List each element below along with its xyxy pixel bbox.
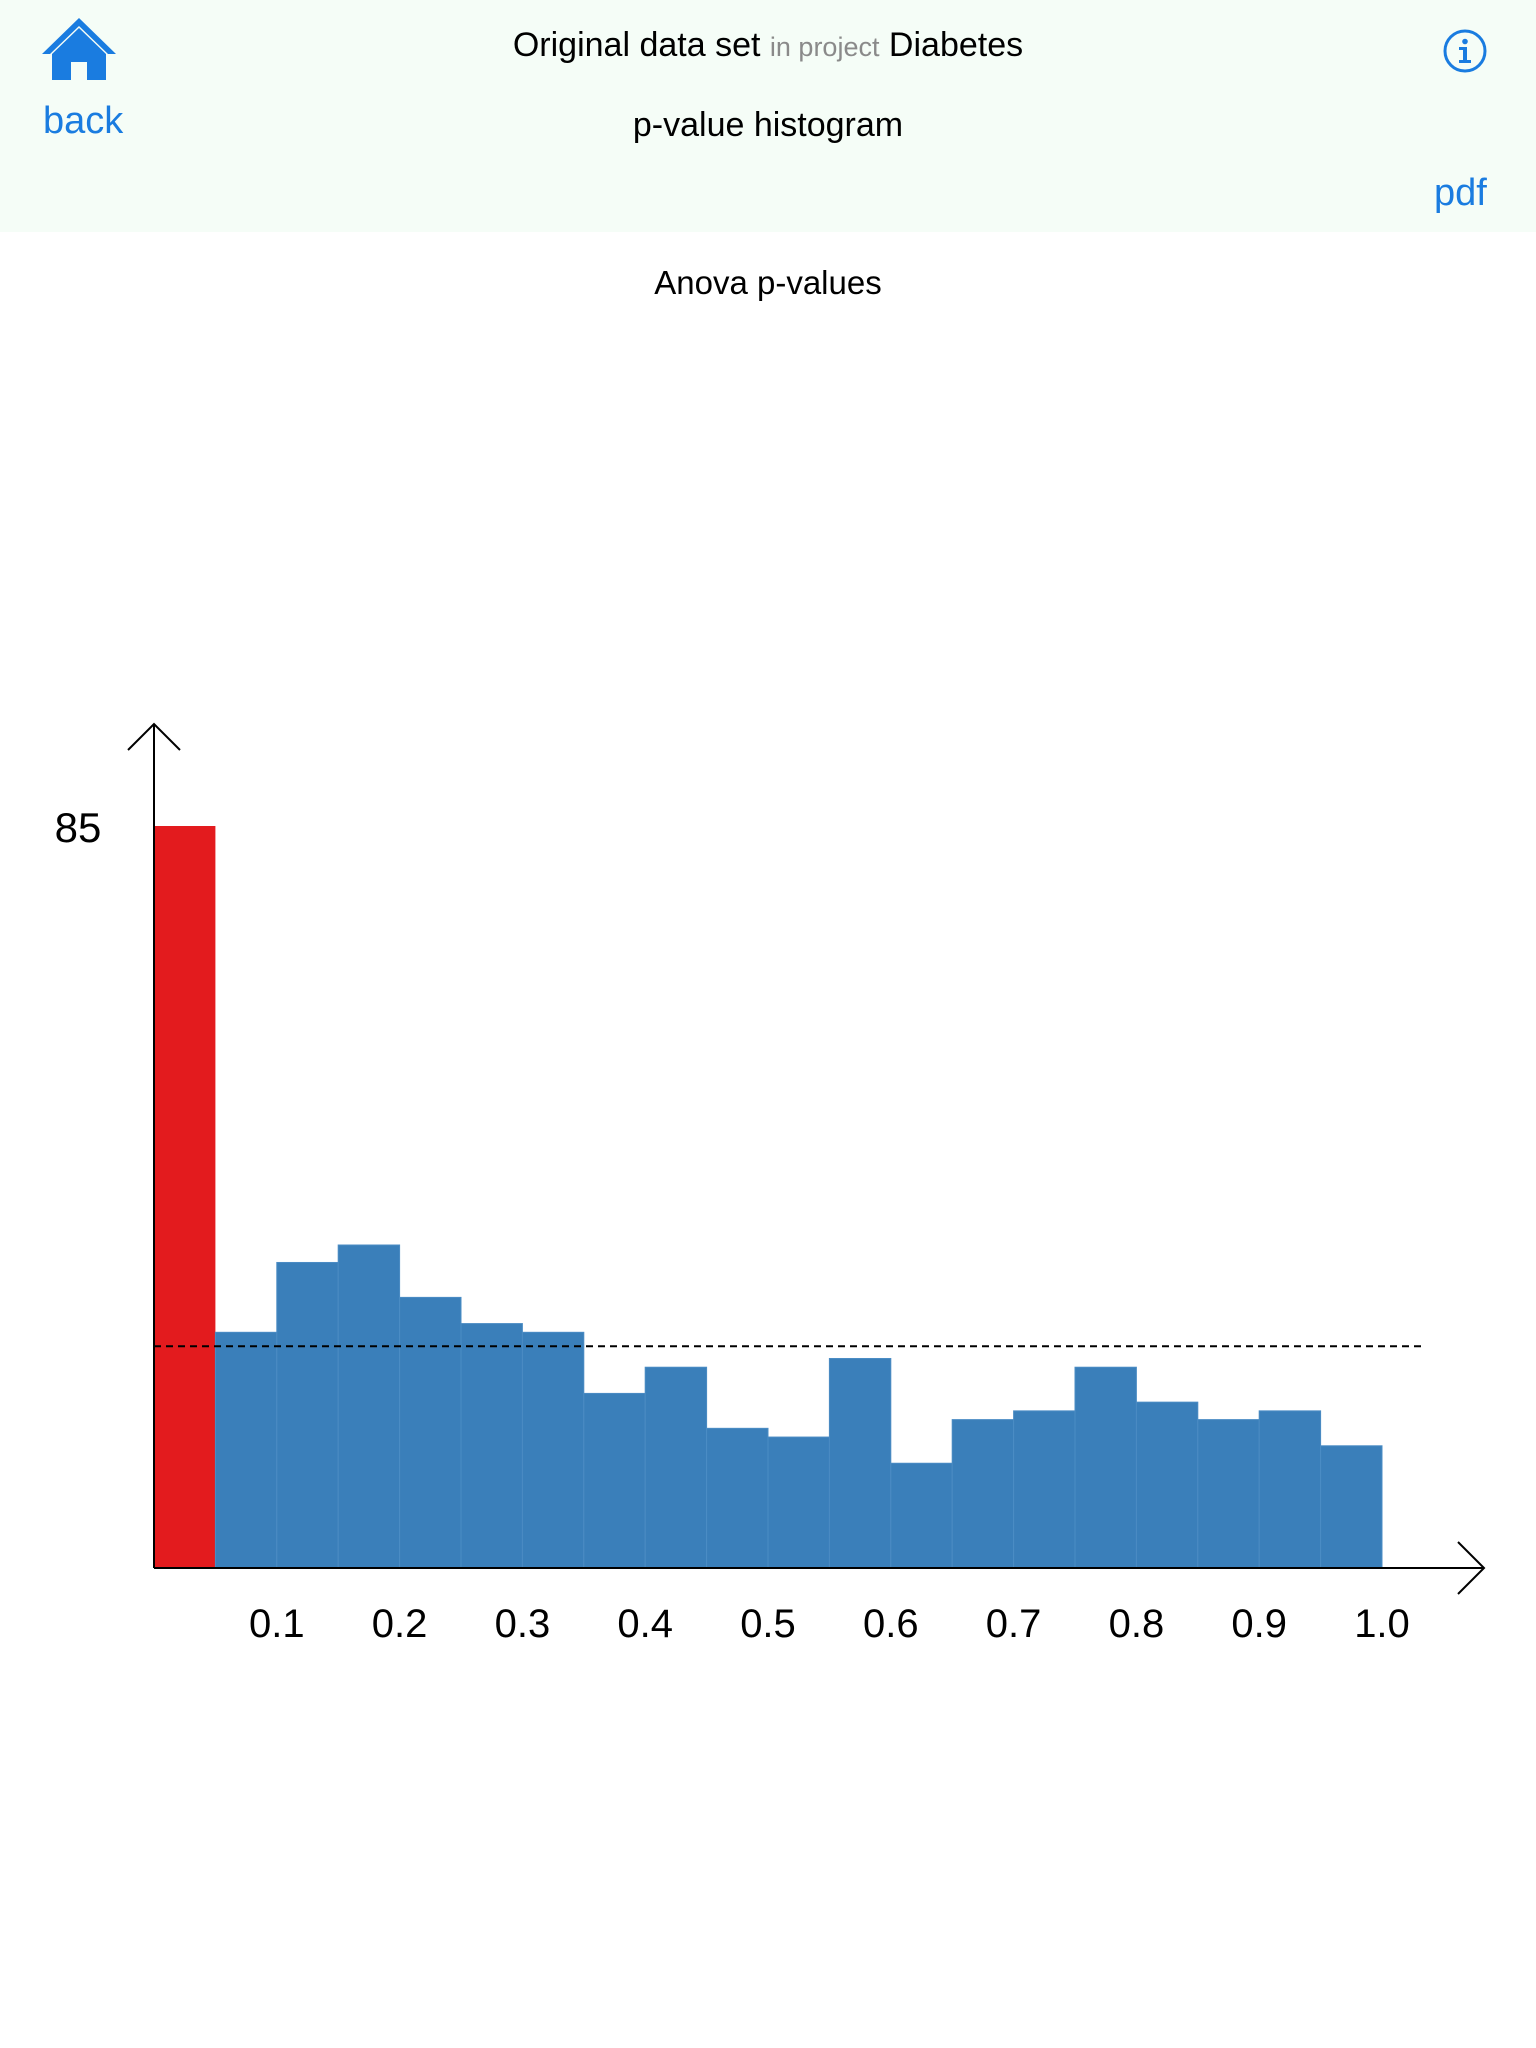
dataset-name: Original data set bbox=[512, 26, 761, 64]
histogram-bar bbox=[1013, 1410, 1076, 1569]
view-title: p-value histogram bbox=[632, 106, 904, 144]
x-tick-label: 0.4 bbox=[617, 1602, 673, 1646]
y-axis-arrow bbox=[127, 722, 181, 751]
histogram-bar bbox=[154, 826, 216, 1568]
header-bar: back Original data set in project Diabet… bbox=[0, 0, 1536, 232]
home-icon bbox=[42, 18, 116, 80]
histogram-bars bbox=[154, 826, 1383, 1569]
pdf-button[interactable]: pdf bbox=[1434, 172, 1487, 214]
home-button[interactable] bbox=[38, 14, 120, 84]
info-button[interactable] bbox=[1442, 28, 1488, 74]
histogram-bar bbox=[767, 1436, 830, 1569]
histogram-bar bbox=[1135, 1401, 1199, 1569]
histogram-bar bbox=[583, 1392, 646, 1569]
x-tick-label: 0.1 bbox=[249, 1602, 305, 1646]
histogram-bar bbox=[399, 1296, 462, 1569]
x-tick-label: 0.3 bbox=[495, 1602, 551, 1646]
x-tick-label: 0.2 bbox=[372, 1602, 428, 1646]
histogram-bar bbox=[1074, 1366, 1137, 1569]
project-name: Diabetes bbox=[888, 26, 1024, 64]
histogram-bar bbox=[1197, 1419, 1260, 1569]
x-tick-label: 1.0 bbox=[1354, 1602, 1410, 1646]
page-title: Original data set in project Diabetes bbox=[0, 22, 1536, 70]
histogram-bar bbox=[460, 1323, 523, 1569]
x-axis-arrow bbox=[1457, 1541, 1486, 1595]
histogram-bar bbox=[1320, 1445, 1383, 1569]
x-tick-label: 0.6 bbox=[863, 1602, 919, 1646]
chart-axes bbox=[127, 722, 1486, 1595]
histogram-bar bbox=[214, 1331, 278, 1569]
histogram-bar bbox=[276, 1261, 339, 1569]
x-tick-label: 0.8 bbox=[1109, 1602, 1165, 1646]
info-icon bbox=[1443, 29, 1487, 73]
y-tick-label: 85 bbox=[55, 804, 102, 851]
histogram-bar bbox=[644, 1366, 708, 1569]
x-tick-label: 0.7 bbox=[986, 1602, 1042, 1646]
histogram-bar bbox=[828, 1357, 892, 1569]
histogram-bar bbox=[890, 1462, 953, 1569]
histogram-bar bbox=[951, 1419, 1015, 1569]
chart-tick-labels: 85 0.1 0.2 0.3 0.4 0.5 0.6 0.7 0.8 0.9 1.0 bbox=[55, 804, 1410, 1646]
back-button[interactable]: back bbox=[43, 100, 124, 142]
histogram-bar bbox=[521, 1331, 585, 1569]
chart-title: Anova p-values bbox=[654, 264, 882, 301]
histogram-bar bbox=[337, 1244, 401, 1569]
x-tick-label: 0.5 bbox=[740, 1602, 796, 1646]
in-project-label: in project bbox=[769, 32, 880, 62]
x-tick-label: 0.9 bbox=[1231, 1602, 1287, 1646]
histogram-bar bbox=[1258, 1410, 1322, 1569]
histogram-bar bbox=[706, 1427, 769, 1569]
